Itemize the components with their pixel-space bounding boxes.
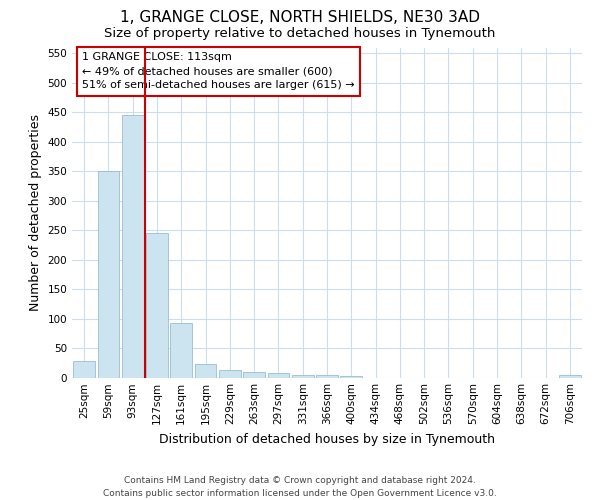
Bar [316, 375, 338, 378]
Text: 1, GRANGE CLOSE, NORTH SHIELDS, NE30 3AD: 1, GRANGE CLOSE, NORTH SHIELDS, NE30 3AD [120, 10, 480, 25]
Bar [268, 374, 289, 378]
Bar [122, 116, 143, 378]
Y-axis label: Number of detached properties: Number of detached properties [29, 114, 42, 311]
Bar [219, 370, 241, 378]
Bar [73, 361, 95, 378]
X-axis label: Distribution of detached houses by size in Tynemouth: Distribution of detached houses by size … [159, 433, 495, 446]
Bar [243, 372, 265, 378]
Bar [97, 171, 119, 378]
Bar [146, 233, 168, 378]
Text: Size of property relative to detached houses in Tynemouth: Size of property relative to detached ho… [104, 28, 496, 40]
Bar [194, 364, 217, 378]
Text: Contains HM Land Registry data © Crown copyright and database right 2024.
Contai: Contains HM Land Registry data © Crown c… [103, 476, 497, 498]
Text: 1 GRANGE CLOSE: 113sqm
← 49% of detached houses are smaller (600)
51% of semi-de: 1 GRANGE CLOSE: 113sqm ← 49% of detached… [82, 52, 355, 90]
Bar [292, 374, 314, 378]
Bar [559, 375, 581, 378]
Bar [340, 376, 362, 378]
Bar [170, 322, 192, 378]
